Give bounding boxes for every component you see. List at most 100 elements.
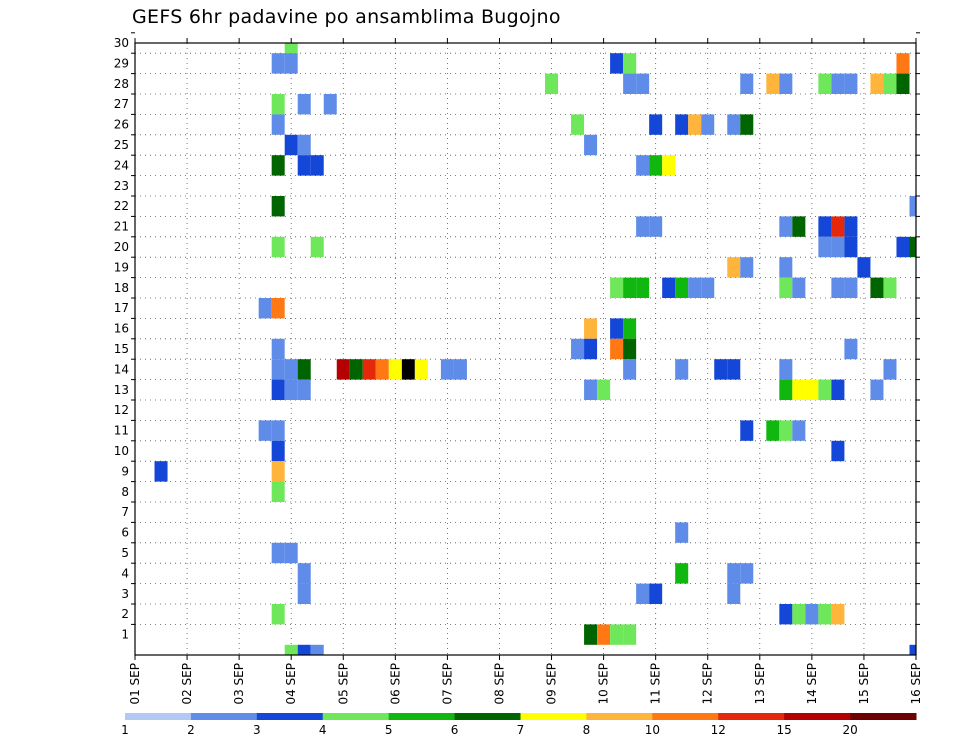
y-tick-label: 16	[114, 322, 129, 336]
heatmap-cell	[271, 155, 285, 176]
heatmap-cell	[870, 379, 884, 400]
y-tick-label: 30	[114, 36, 129, 50]
heatmap-cell	[623, 624, 637, 645]
heatmap-cell	[818, 379, 832, 400]
heatmap-cell	[779, 216, 793, 237]
legend-swatch	[784, 713, 851, 720]
heatmap-cell	[401, 359, 415, 380]
heatmap-cell	[271, 114, 285, 135]
heatmap-cell	[154, 461, 168, 482]
heatmap-cell	[740, 114, 754, 135]
heatmap-cell	[792, 604, 806, 625]
heatmap-cell	[727, 114, 741, 135]
heatmap-cell	[779, 420, 793, 441]
heatmap-cell	[271, 53, 285, 74]
heatmap-cell	[909, 196, 916, 217]
heatmap-cell	[805, 604, 819, 625]
heatmap-cell	[727, 359, 741, 380]
heatmap-cell	[310, 236, 324, 258]
heatmap-cell	[571, 114, 585, 135]
heatmap-cell	[297, 583, 311, 604]
heatmap-cell	[271, 440, 285, 462]
heatmap-cell	[284, 134, 298, 156]
heatmap-cell	[297, 644, 311, 655]
heatmap-cell	[662, 155, 676, 176]
legend-swatch	[718, 713, 785, 720]
heatmap-cell	[831, 277, 845, 298]
legend-swatch	[256, 713, 324, 720]
heatmap-cell	[623, 359, 637, 380]
heatmap-cell	[844, 277, 858, 298]
heatmap-cell	[883, 73, 897, 94]
heatmap-cell	[623, 73, 637, 94]
heatmap-cell	[649, 155, 663, 176]
heatmap-cell	[662, 277, 676, 298]
heatmap-cell	[779, 257, 793, 278]
heatmap-cell	[740, 563, 754, 584]
heatmap-cell	[284, 359, 298, 380]
legend-label: 6	[451, 723, 459, 737]
heatmap-cell	[649, 216, 663, 237]
legend-label: 7	[517, 723, 525, 737]
y-tick-label: 10	[114, 444, 129, 458]
heatmap-cell	[349, 359, 363, 380]
x-tick-label: 05 SEP	[336, 663, 350, 705]
heatmap-cell	[271, 379, 285, 400]
heatmap-cell	[740, 73, 754, 94]
heatmap-cell	[844, 73, 858, 94]
heatmap-cell	[610, 318, 624, 339]
x-tick-label: 03 SEP	[232, 663, 246, 705]
heatmap-cell	[701, 114, 715, 135]
heatmap-cell	[883, 359, 897, 380]
heatmap-cell	[896, 236, 910, 258]
heatmap-cell	[310, 155, 324, 176]
heatmap-cell	[610, 277, 624, 298]
heatmap-cell	[818, 604, 832, 625]
x-tick-label: 14 SEP	[805, 663, 819, 705]
x-tick-label: 04 SEP	[284, 663, 298, 705]
legend-swatch	[190, 713, 258, 720]
heatmap-cell	[271, 420, 285, 441]
heatmap-cell	[740, 420, 754, 441]
heatmap-cell	[453, 359, 467, 380]
heatmap-cell	[818, 73, 832, 94]
heatmap-cell	[675, 359, 689, 380]
y-tick-label: 25	[114, 138, 129, 152]
heatmap-cell	[323, 94, 337, 115]
heatmap-cell	[649, 583, 663, 604]
legend-label: 5	[385, 723, 393, 737]
x-tick-label: 02 SEP	[180, 663, 194, 705]
y-tick-label: 14	[114, 362, 129, 376]
heatmap-cell	[271, 481, 285, 502]
x-tick-label: 06 SEP	[388, 663, 402, 705]
heatmap-cell	[284, 644, 298, 655]
heatmap-cell	[597, 379, 611, 400]
heatmap-cell	[271, 542, 285, 564]
heatmap-cell	[831, 440, 845, 462]
heatmap-cell	[414, 359, 428, 380]
heatmap-cell	[844, 236, 858, 258]
x-tick-label: 11 SEP	[649, 663, 663, 705]
heatmap-cell	[297, 379, 311, 400]
y-tick-label: 23	[114, 179, 129, 193]
heatmap-cell	[779, 359, 793, 380]
y-tick-label: 18	[114, 281, 129, 295]
y-tick-label: 28	[114, 77, 129, 91]
heatmap-cell	[597, 624, 611, 645]
heatmap-cell	[636, 155, 650, 176]
y-tick-label: 17	[114, 301, 129, 315]
legend-swatch	[125, 713, 192, 720]
x-tick-label: 01 SEP	[128, 663, 142, 705]
heatmap-cell	[623, 318, 637, 339]
legend-swatch	[322, 713, 390, 720]
heatmap-cell	[584, 379, 598, 400]
heatmap-cell	[571, 338, 585, 360]
y-tick-label: 8	[121, 485, 129, 499]
heatmap-cell	[675, 522, 689, 543]
heatmap-cell	[714, 359, 728, 380]
y-tick-label: 3	[121, 587, 129, 601]
heatmap-cell	[297, 359, 311, 380]
legend-label: 20	[842, 723, 857, 737]
heatmap-cell	[271, 338, 285, 360]
